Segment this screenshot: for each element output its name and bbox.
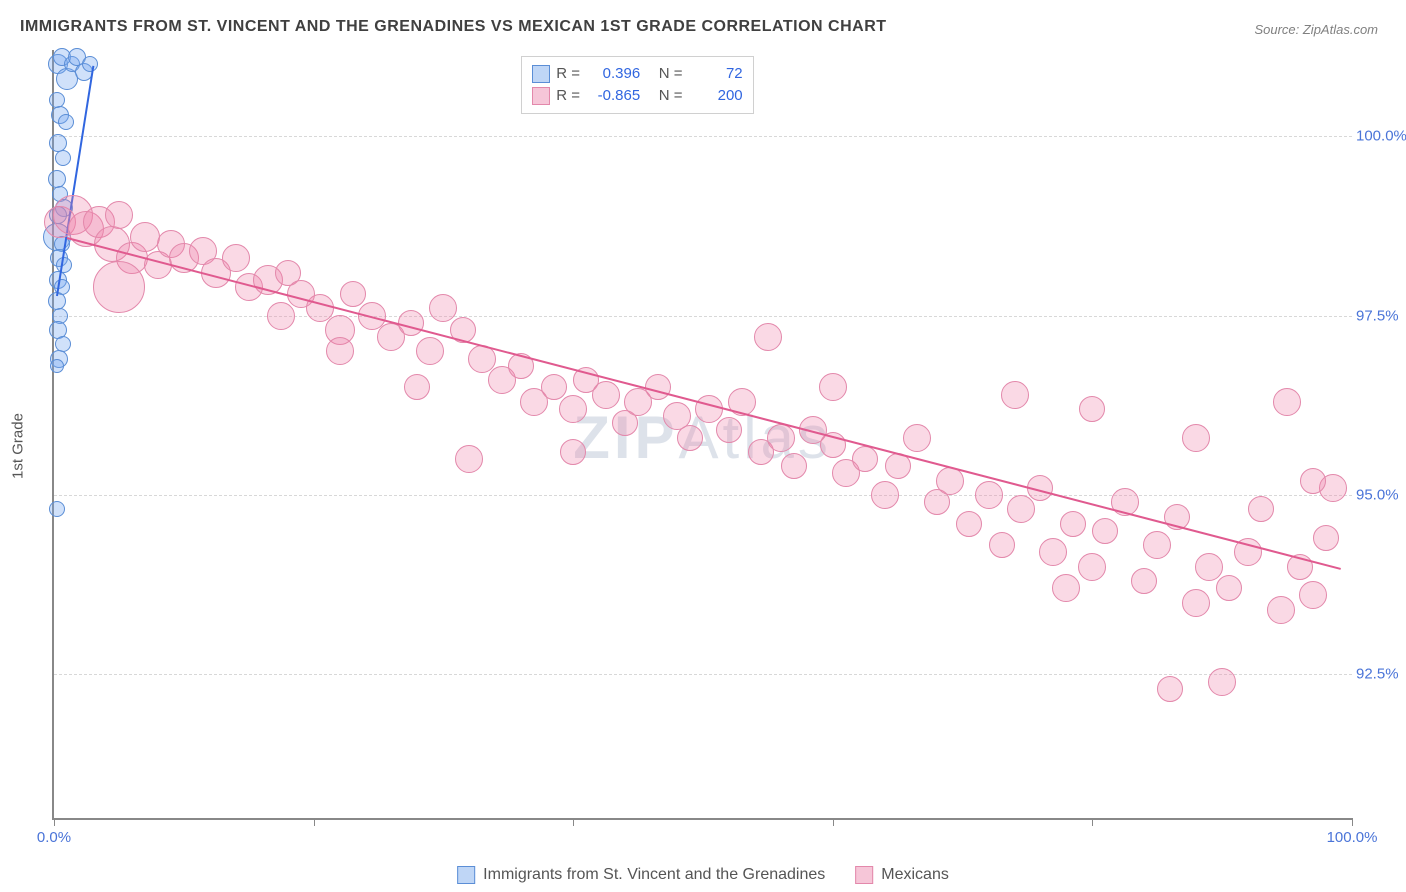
data-point: [222, 244, 250, 272]
data-point: [1313, 525, 1339, 551]
data-point: [1157, 676, 1183, 702]
gridline: [54, 495, 1352, 496]
data-point: [903, 424, 931, 452]
data-point: [1267, 596, 1295, 624]
legend-label: Mexicans: [881, 866, 949, 884]
data-point: [871, 481, 899, 509]
data-point: [975, 481, 1003, 509]
legend-swatch: [855, 866, 873, 884]
data-point: [340, 281, 366, 307]
legend-item: Mexicans: [855, 866, 949, 884]
y-tick-label: 95.0%: [1356, 487, 1406, 504]
series-legend: Immigrants from St. Vincent and the Gren…: [457, 866, 949, 884]
gridline: [54, 674, 1352, 675]
data-point: [559, 395, 587, 423]
data-point: [1001, 381, 1029, 409]
chart-title: IMMIGRANTS FROM ST. VINCENT AND THE GREN…: [20, 18, 887, 36]
y-axis-label: 1st Grade: [10, 413, 27, 479]
data-point: [55, 150, 71, 166]
data-point: [398, 310, 424, 336]
legend-label: Immigrants from St. Vincent and the Gren…: [483, 866, 825, 884]
data-point: [326, 337, 354, 365]
legend-swatch: [457, 866, 475, 884]
data-point: [695, 395, 723, 423]
data-point: [1208, 668, 1236, 696]
legend-stat-row: R = 0.396 N = 72: [532, 63, 742, 85]
gridline: [54, 136, 1352, 137]
chart-area: ZIPAtlas R = 0.396 N = 72R = -0.865 N = …: [52, 50, 1352, 820]
legend-item: Immigrants from St. Vincent and the Gren…: [457, 866, 825, 884]
data-point: [560, 439, 586, 465]
legend-swatch: [532, 87, 550, 105]
data-point: [592, 381, 620, 409]
data-point: [767, 424, 795, 452]
data-point: [267, 302, 295, 330]
data-point: [989, 532, 1015, 558]
data-point: [1248, 496, 1274, 522]
data-point: [58, 114, 74, 130]
data-point: [1039, 538, 1067, 566]
data-point: [49, 501, 65, 517]
data-point: [956, 511, 982, 537]
data-point: [1216, 575, 1242, 601]
trend-line: [67, 237, 1341, 570]
x-tick: [1092, 818, 1093, 826]
data-point: [1060, 511, 1086, 537]
gridline: [54, 316, 1352, 317]
y-tick-label: 100.0%: [1356, 128, 1406, 145]
data-point: [1299, 581, 1327, 609]
data-point: [455, 445, 483, 473]
data-point: [82, 56, 98, 72]
data-point: [1182, 589, 1210, 617]
x-tick: [314, 818, 315, 826]
data-point: [105, 201, 133, 229]
x-tick-label: 100.0%: [1327, 829, 1378, 846]
data-point: [819, 373, 847, 401]
data-point: [1143, 531, 1171, 559]
data-point: [1182, 424, 1210, 452]
x-tick: [54, 818, 55, 826]
legend-stat-row: R = -0.865 N = 200: [532, 85, 742, 107]
data-point: [1300, 468, 1326, 494]
x-tick-label: 0.0%: [37, 829, 71, 846]
data-point: [1131, 568, 1157, 594]
data-point: [1092, 518, 1118, 544]
data-point: [130, 222, 160, 252]
data-point: [416, 337, 444, 365]
data-point: [1078, 553, 1106, 581]
x-tick: [833, 818, 834, 826]
data-point: [429, 294, 457, 322]
data-point: [781, 453, 807, 479]
y-tick-label: 92.5%: [1356, 666, 1406, 683]
y-tick-label: 97.5%: [1356, 307, 1406, 324]
source-label: Source: ZipAtlas.com: [1254, 22, 1378, 37]
legend-swatch: [532, 65, 550, 83]
data-point: [754, 323, 782, 351]
data-point: [50, 359, 64, 373]
data-point: [1079, 396, 1105, 422]
x-tick: [573, 818, 574, 826]
data-point: [93, 261, 145, 313]
data-point: [716, 417, 742, 443]
data-point: [852, 446, 878, 472]
plot-region: ZIPAtlas R = 0.396 N = 72R = -0.865 N = …: [52, 50, 1352, 820]
data-point: [1273, 388, 1301, 416]
data-point: [677, 425, 703, 451]
correlation-legend: R = 0.396 N = 72R = -0.865 N = 200: [521, 56, 753, 114]
data-point: [541, 374, 567, 400]
x-tick: [1352, 818, 1353, 826]
data-point: [1007, 495, 1035, 523]
data-point: [1052, 574, 1080, 602]
data-point: [404, 374, 430, 400]
data-point: [1195, 553, 1223, 581]
